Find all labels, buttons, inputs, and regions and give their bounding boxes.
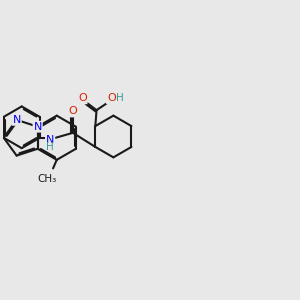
Text: CH₃: CH₃ bbox=[37, 174, 57, 184]
Text: N: N bbox=[46, 135, 54, 145]
Text: N: N bbox=[33, 122, 42, 132]
Text: H: H bbox=[116, 93, 124, 103]
Text: O: O bbox=[107, 93, 116, 103]
Text: O: O bbox=[78, 93, 87, 103]
Text: H: H bbox=[46, 142, 54, 152]
Text: N: N bbox=[12, 115, 21, 125]
Text: O: O bbox=[68, 106, 77, 116]
